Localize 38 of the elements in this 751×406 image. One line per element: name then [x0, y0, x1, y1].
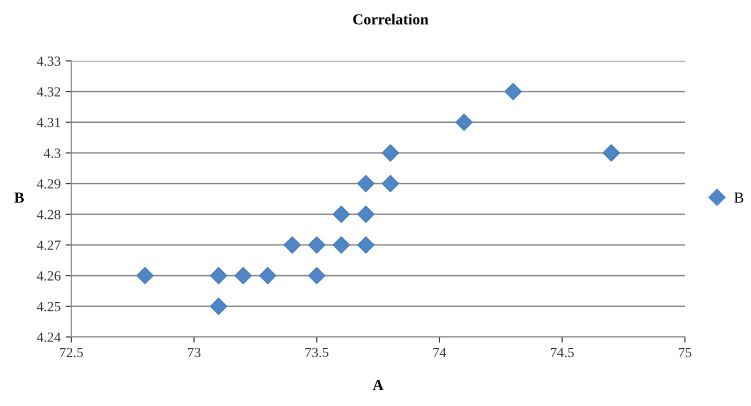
legend-label: B	[734, 192, 744, 203]
point	[210, 266, 228, 284]
x-axis-title: A	[372, 380, 384, 390]
point	[382, 174, 400, 192]
y-tick-label: 4.33	[36, 56, 60, 66]
chart-title: Correlation	[353, 14, 428, 25]
x-tick-label: 74.5	[550, 348, 574, 358]
point	[136, 266, 154, 284]
y-tick-label: 4.24	[36, 332, 61, 342]
point	[504, 82, 522, 100]
point	[210, 298, 228, 315]
point	[234, 266, 252, 284]
y-tick-label: 4.26	[36, 271, 61, 281]
y-tick-label: 4.27	[36, 240, 61, 250]
point	[332, 206, 350, 223]
y-tick-label: 4.32	[36, 87, 60, 97]
point	[382, 144, 400, 162]
point	[357, 236, 374, 254]
point	[308, 236, 326, 254]
point	[357, 174, 374, 192]
point	[455, 114, 473, 131]
x-tick-label: 74	[433, 348, 446, 358]
y-tick-label: 4.31	[36, 118, 60, 128]
point	[602, 144, 620, 162]
y-tick-label: 4.28	[36, 210, 60, 220]
x-tick-label: 73.5	[306, 348, 328, 358]
point	[308, 266, 326, 284]
y-tick-label: 4.29	[36, 179, 60, 189]
y-tick-label: 4.3	[44, 148, 60, 158]
y-tick-label: 4.25	[36, 302, 60, 312]
point	[259, 266, 276, 284]
x-tick-label: 72.5	[60, 348, 83, 358]
point	[357, 206, 374, 223]
point	[284, 236, 301, 254]
x-tick-label: 73	[188, 348, 200, 358]
x-tick-label: 75	[678, 348, 692, 358]
y-axis-title: B	[14, 192, 24, 203]
point	[332, 236, 350, 254]
